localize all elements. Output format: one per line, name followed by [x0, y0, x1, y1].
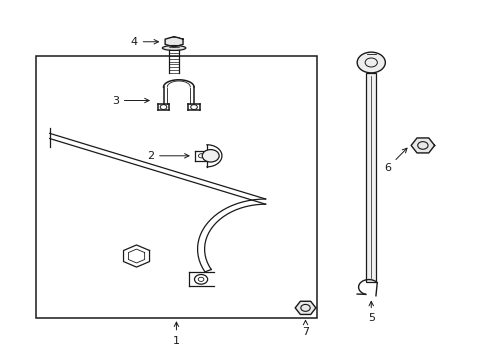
- Text: 7: 7: [302, 320, 308, 337]
- Polygon shape: [410, 138, 434, 153]
- Text: 3: 3: [112, 95, 149, 105]
- Circle shape: [202, 150, 219, 162]
- Text: 2: 2: [147, 151, 188, 161]
- Text: 5: 5: [367, 301, 374, 323]
- Bar: [36, 55, 317, 318]
- Polygon shape: [295, 301, 315, 314]
- Polygon shape: [165, 37, 183, 47]
- Bar: [366, 73, 376, 282]
- Text: 6: 6: [384, 148, 406, 173]
- Ellipse shape: [162, 46, 185, 50]
- Text: 1: 1: [173, 322, 180, 346]
- Text: 4: 4: [130, 37, 158, 47]
- Circle shape: [356, 52, 385, 73]
